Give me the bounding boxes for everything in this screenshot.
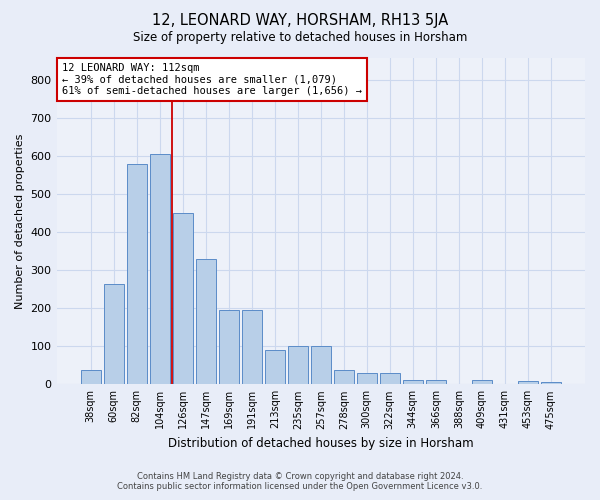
Bar xyxy=(380,373,400,384)
Text: Size of property relative to detached houses in Horsham: Size of property relative to detached ho… xyxy=(133,31,467,44)
Bar xyxy=(472,380,492,384)
Bar xyxy=(518,382,538,384)
Bar xyxy=(334,370,354,384)
Bar xyxy=(127,164,147,384)
Bar xyxy=(403,380,423,384)
Bar xyxy=(356,373,377,384)
Bar xyxy=(287,346,308,385)
Text: 12, LEONARD WAY, HORSHAM, RH13 5JA: 12, LEONARD WAY, HORSHAM, RH13 5JA xyxy=(152,12,448,28)
Bar xyxy=(265,350,285,384)
Bar xyxy=(425,380,446,384)
Bar xyxy=(173,214,193,384)
Text: Contains HM Land Registry data © Crown copyright and database right 2024.
Contai: Contains HM Land Registry data © Crown c… xyxy=(118,472,482,491)
Bar xyxy=(149,154,170,384)
Text: 12 LEONARD WAY: 112sqm
← 39% of detached houses are smaller (1,079)
61% of semi-: 12 LEONARD WAY: 112sqm ← 39% of detached… xyxy=(62,63,362,96)
Y-axis label: Number of detached properties: Number of detached properties xyxy=(15,133,25,308)
Bar xyxy=(80,370,101,384)
Bar xyxy=(541,382,561,384)
Bar xyxy=(104,284,124,384)
Bar xyxy=(196,259,216,384)
Bar xyxy=(218,310,239,384)
X-axis label: Distribution of detached houses by size in Horsham: Distribution of detached houses by size … xyxy=(168,437,473,450)
Bar xyxy=(311,346,331,385)
Bar xyxy=(242,310,262,384)
